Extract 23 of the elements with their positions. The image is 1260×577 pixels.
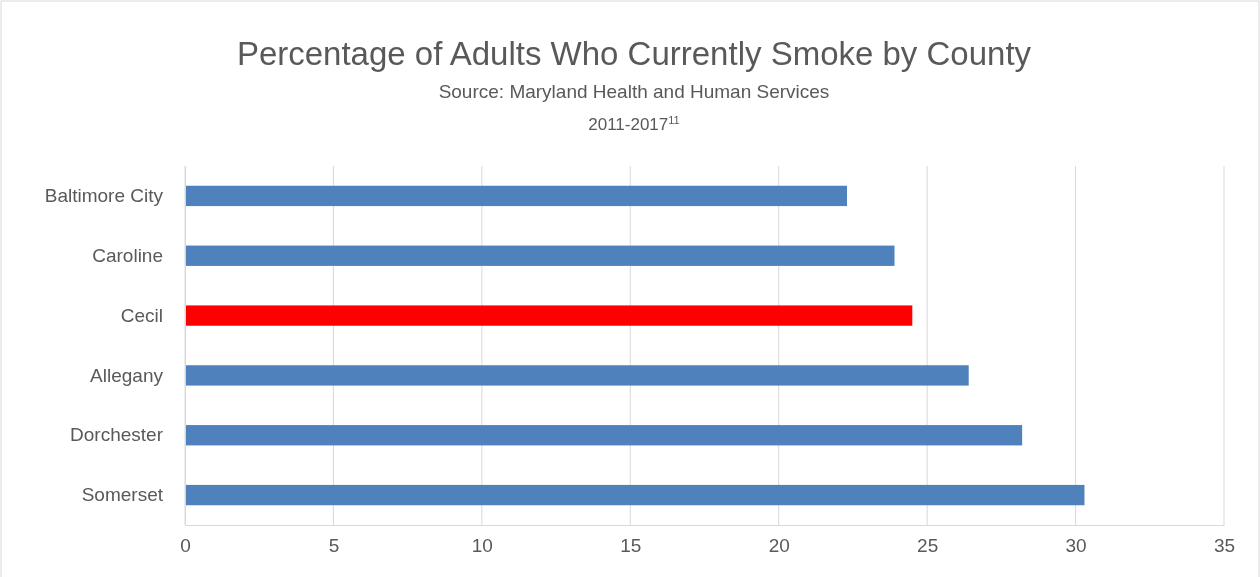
bar bbox=[185, 484, 1085, 506]
bar bbox=[185, 185, 847, 207]
y-tick-label: Dorchester bbox=[70, 424, 164, 446]
x-tick-label: 15 bbox=[620, 535, 642, 557]
x-tick-label: 0 bbox=[180, 535, 191, 557]
bar bbox=[185, 305, 913, 326]
y-tick-label: Caroline bbox=[92, 244, 163, 266]
x-tick-label: 5 bbox=[328, 535, 340, 557]
x-tick-label: 30 bbox=[1065, 535, 1087, 557]
y-tick-label: Somerset bbox=[81, 484, 164, 506]
x-tick-label: 20 bbox=[768, 535, 790, 557]
y-tick-label: Allegany bbox=[90, 364, 164, 386]
bar bbox=[185, 365, 969, 386]
bar bbox=[185, 245, 895, 266]
bar bbox=[185, 425, 1023, 446]
x-tick-label: 25 bbox=[917, 535, 939, 557]
chart-subtitle: Source: Maryland Health and Human Services bbox=[438, 81, 830, 102]
y-tick-label: Cecil bbox=[120, 304, 163, 326]
x-tick-label: 35 bbox=[1213, 535, 1236, 557]
chart-title: Percentage of Adults Who Currently Smoke by County bbox=[236, 35, 1032, 72]
y-tick-label: Baltimore City bbox=[44, 185, 164, 206]
text: 2011-2017$^{11}$ bbox=[588, 114, 680, 134]
x-tick-label: 10 bbox=[471, 535, 493, 557]
